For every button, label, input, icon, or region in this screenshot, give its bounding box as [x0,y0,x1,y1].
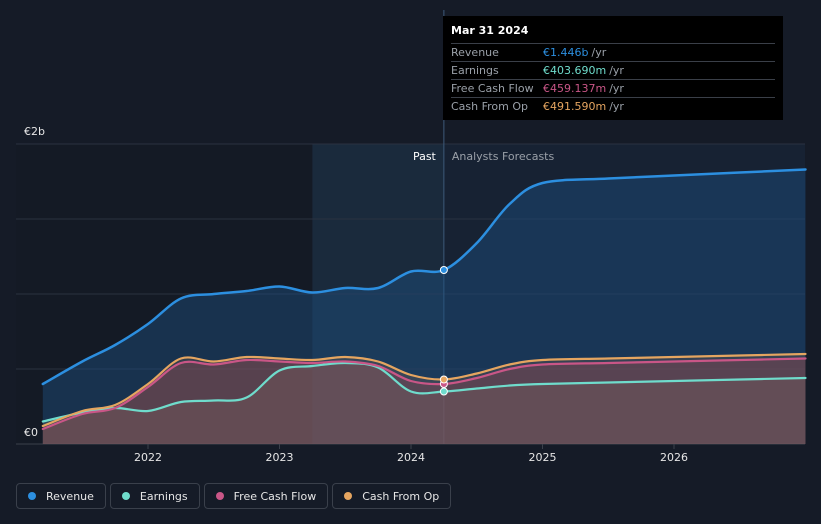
legend-item-cash-from-op[interactable]: Cash From Op [332,483,452,509]
revenue-line [41,168,807,386]
free-cash-flow-dot-icon [215,492,224,500]
tooltip-unit: /yr [591,46,607,59]
x-tick-label: 2024 [397,451,425,464]
tooltip-value: €491.590m [543,100,607,113]
x-tick-label: 2023 [266,451,294,464]
legend-label: Revenue [46,489,94,503]
revenue-dot-icon [28,492,36,500]
tooltip-label: Cash From Op [451,100,529,113]
tooltip-label: Earnings [451,64,499,77]
past-label: Past [413,150,437,163]
tooltip-unit: /yr [609,64,624,77]
tooltip-label: Revenue [451,46,499,59]
cash-from-op-line [41,352,807,428]
revenue-area [42,169,806,444]
tooltip-value: €403.690m [543,64,607,77]
tooltip: Mar 31 2024 Revenue €1.446b /yr Earnings… [443,16,783,120]
legend-label: Cash From Op [362,489,440,503]
cash-from-op-dot-icon [344,492,353,500]
chart-area: €2b €0 2022 2023 2024 2025 2026 Past Analysts Fo… [16,10,807,464]
tooltip-row-earnings: Earnings €403.690m /yr [451,61,775,79]
earnings-dot-icon [121,492,130,500]
legend: Revenue Earnings Free Cash Flow Cash Fro… [16,483,452,509]
legend-item-free-cash-flow[interactable]: Free Cash Flow [203,483,329,509]
tooltip-unit: /yr [609,100,624,113]
x-tick-label: 2026 [660,451,688,464]
forecast-label: Analysts Forecasts [452,150,555,163]
revenue-marker [439,266,448,274]
tooltip-value: €1.446b [543,46,589,59]
cash-from-op-marker [439,375,448,384]
tooltip-label: Free Cash Flow [451,82,534,95]
tooltip-date: Mar 31 2024 [451,24,529,37]
legend-item-earnings[interactable]: Earnings [109,483,200,509]
tooltip-value: €459.137m [543,82,607,95]
y-tick-label: €2b [24,125,45,138]
x-tick-label: 2025 [529,451,557,464]
y-tick-label: €0 [24,426,38,439]
free-cash-flow-line [41,357,807,431]
earnings-marker [439,387,448,396]
tooltip-row-revenue: Revenue €1.446b /yr [451,43,775,61]
legend-label: Earnings [139,489,188,503]
free-cash-flow-area [42,358,806,444]
legend-label: Free Cash Flow [233,489,317,503]
tooltip-row-free-cash-flow: Free Cash Flow €459.137m /yr [451,79,775,97]
cash-from-op-area [42,354,806,444]
tooltip-row-cash-from-op: Cash From Op €491.590m /yr [451,97,775,115]
x-tick-label: 2022 [134,451,162,464]
legend-item-revenue[interactable]: Revenue [16,483,106,509]
tooltip-unit: /yr [609,82,624,95]
